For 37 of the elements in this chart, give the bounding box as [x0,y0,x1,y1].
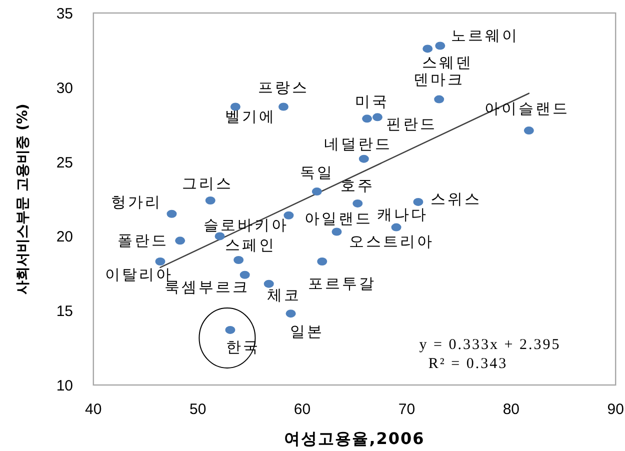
point-label: 독일 [300,164,334,182]
point-label: 스위스 [430,190,482,208]
point-label: 일본 [290,322,324,341]
point-label: 스웨덴 [422,54,474,72]
x-tick-label: 80 [502,401,520,418]
y-tick-label: 30 [56,80,73,97]
point-label: 호주 [340,176,375,194]
point-label: 헝가리 [111,192,162,211]
trend-note: y = 0.333x + 2.395 [419,337,561,353]
y-tick-label: 20 [56,228,73,246]
point-label: 프랑스 [258,78,309,97]
point-label: 노르웨이 [451,26,520,45]
point-label: 미국 [355,92,390,111]
point-label: 스페인 [225,236,276,254]
point-label: 그리스 [182,174,233,192]
y-tick-label: 15 [56,303,73,320]
y-tick-label: 35 [56,6,73,22]
point-label: 체코 [266,286,301,304]
point-label: 덴마크 [414,70,465,88]
x-tick-label: 40 [85,401,102,418]
x-tick-label: 50 [190,401,206,418]
point-label: 오스트리아 [349,232,434,251]
point-label: 아일랜드 [304,209,373,228]
y-tick-label: 25 [56,154,73,172]
x-tick-label: 60 [294,401,311,418]
point-label: 벨기에 [224,108,276,126]
y-axis-title: 사회서비스부문 고용비중 (%) [15,104,31,294]
point-label: 폴란드 [118,232,169,250]
point-label: 캐나다 [376,205,428,224]
point-label: 핀란드 [386,115,437,134]
x-tick-label: 70 [398,401,416,418]
y-tick-label: 10 [56,378,73,394]
point-label: 포르투갈 [308,274,376,292]
trend-note: R² = 0.343 [428,356,508,372]
point-label: 네덜란드 [324,134,392,153]
x-tick-label: 90 [607,401,624,418]
x-axis-title: 여성고용율,2006 [284,429,425,448]
